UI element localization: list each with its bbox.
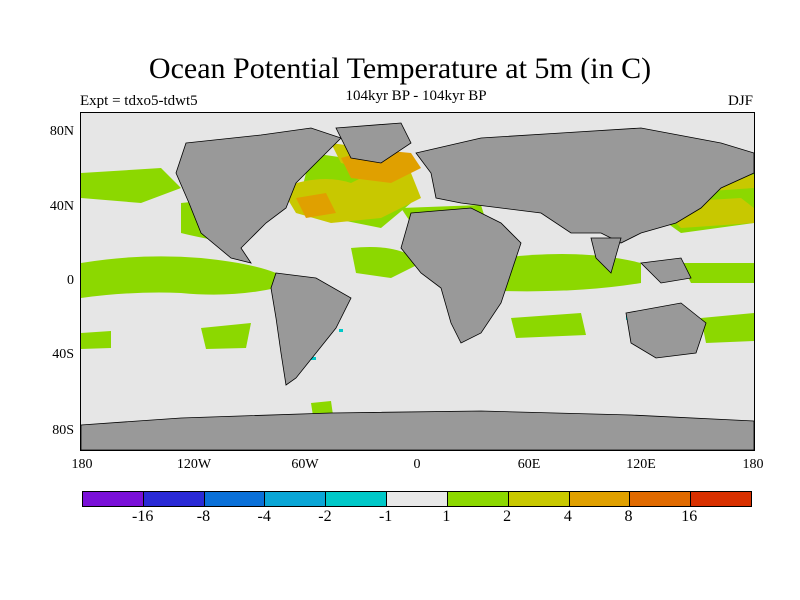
lat-tick-40s: 40S	[52, 347, 74, 362]
lon-tick-120e: 120E	[626, 457, 656, 472]
colorbar-swatch	[83, 492, 144, 506]
lon-tick-60w: 60W	[291, 457, 319, 472]
colorbar-label: -1	[378, 508, 393, 525]
colorbar-label: 16	[681, 508, 698, 525]
colorbar-swatch	[265, 492, 327, 506]
colorbar-swatch	[569, 492, 631, 506]
lon-tick-0: 0	[413, 457, 421, 472]
colorbar-label: 2	[503, 508, 512, 525]
colorbar-swatch	[204, 492, 266, 506]
colorbar-swatch	[508, 492, 570, 506]
land-masses	[81, 122, 754, 450]
colorbar-label: 1	[442, 508, 451, 525]
colorbar-swatch	[143, 492, 205, 506]
lon-tick-180e: 180	[742, 457, 764, 472]
colorbar-label: -2	[318, 508, 332, 525]
colorbar-swatch	[326, 492, 388, 506]
map-title: Ocean Potential Temperature at 5m (in C)	[148, 52, 652, 85]
colorbar-label: -4	[257, 508, 271, 525]
lon-tick-180w: 180	[71, 457, 93, 472]
experiment-label: Expt = tdxo5-tdwt5	[80, 93, 198, 109]
colorbar-label: 8	[624, 508, 633, 525]
lat-tick-0: 0	[67, 273, 74, 288]
colorbar-swatch	[630, 492, 692, 506]
colorbar-swatch	[447, 492, 509, 506]
colorbar-label: 4	[563, 508, 572, 525]
lon-tick-120w: 120W	[176, 457, 212, 472]
colorbar-label: -16	[132, 508, 154, 525]
lon-tick-60e: 60E	[517, 457, 541, 472]
temperature-map	[80, 112, 755, 451]
lat-tick-80n: 80N	[49, 124, 74, 139]
colorbar	[82, 491, 752, 507]
map-canvas	[81, 122, 754, 450]
colorbar-swatch	[691, 492, 751, 506]
map-subtitle: 104kyr BP - 104kyr BP	[345, 88, 487, 104]
lat-tick-40n: 40N	[49, 199, 74, 214]
colorbar-label: -8	[196, 508, 211, 525]
colorbar-swatch	[387, 492, 448, 506]
season-label: DJF	[727, 93, 753, 109]
lat-tick-80s: 80S	[52, 423, 74, 438]
